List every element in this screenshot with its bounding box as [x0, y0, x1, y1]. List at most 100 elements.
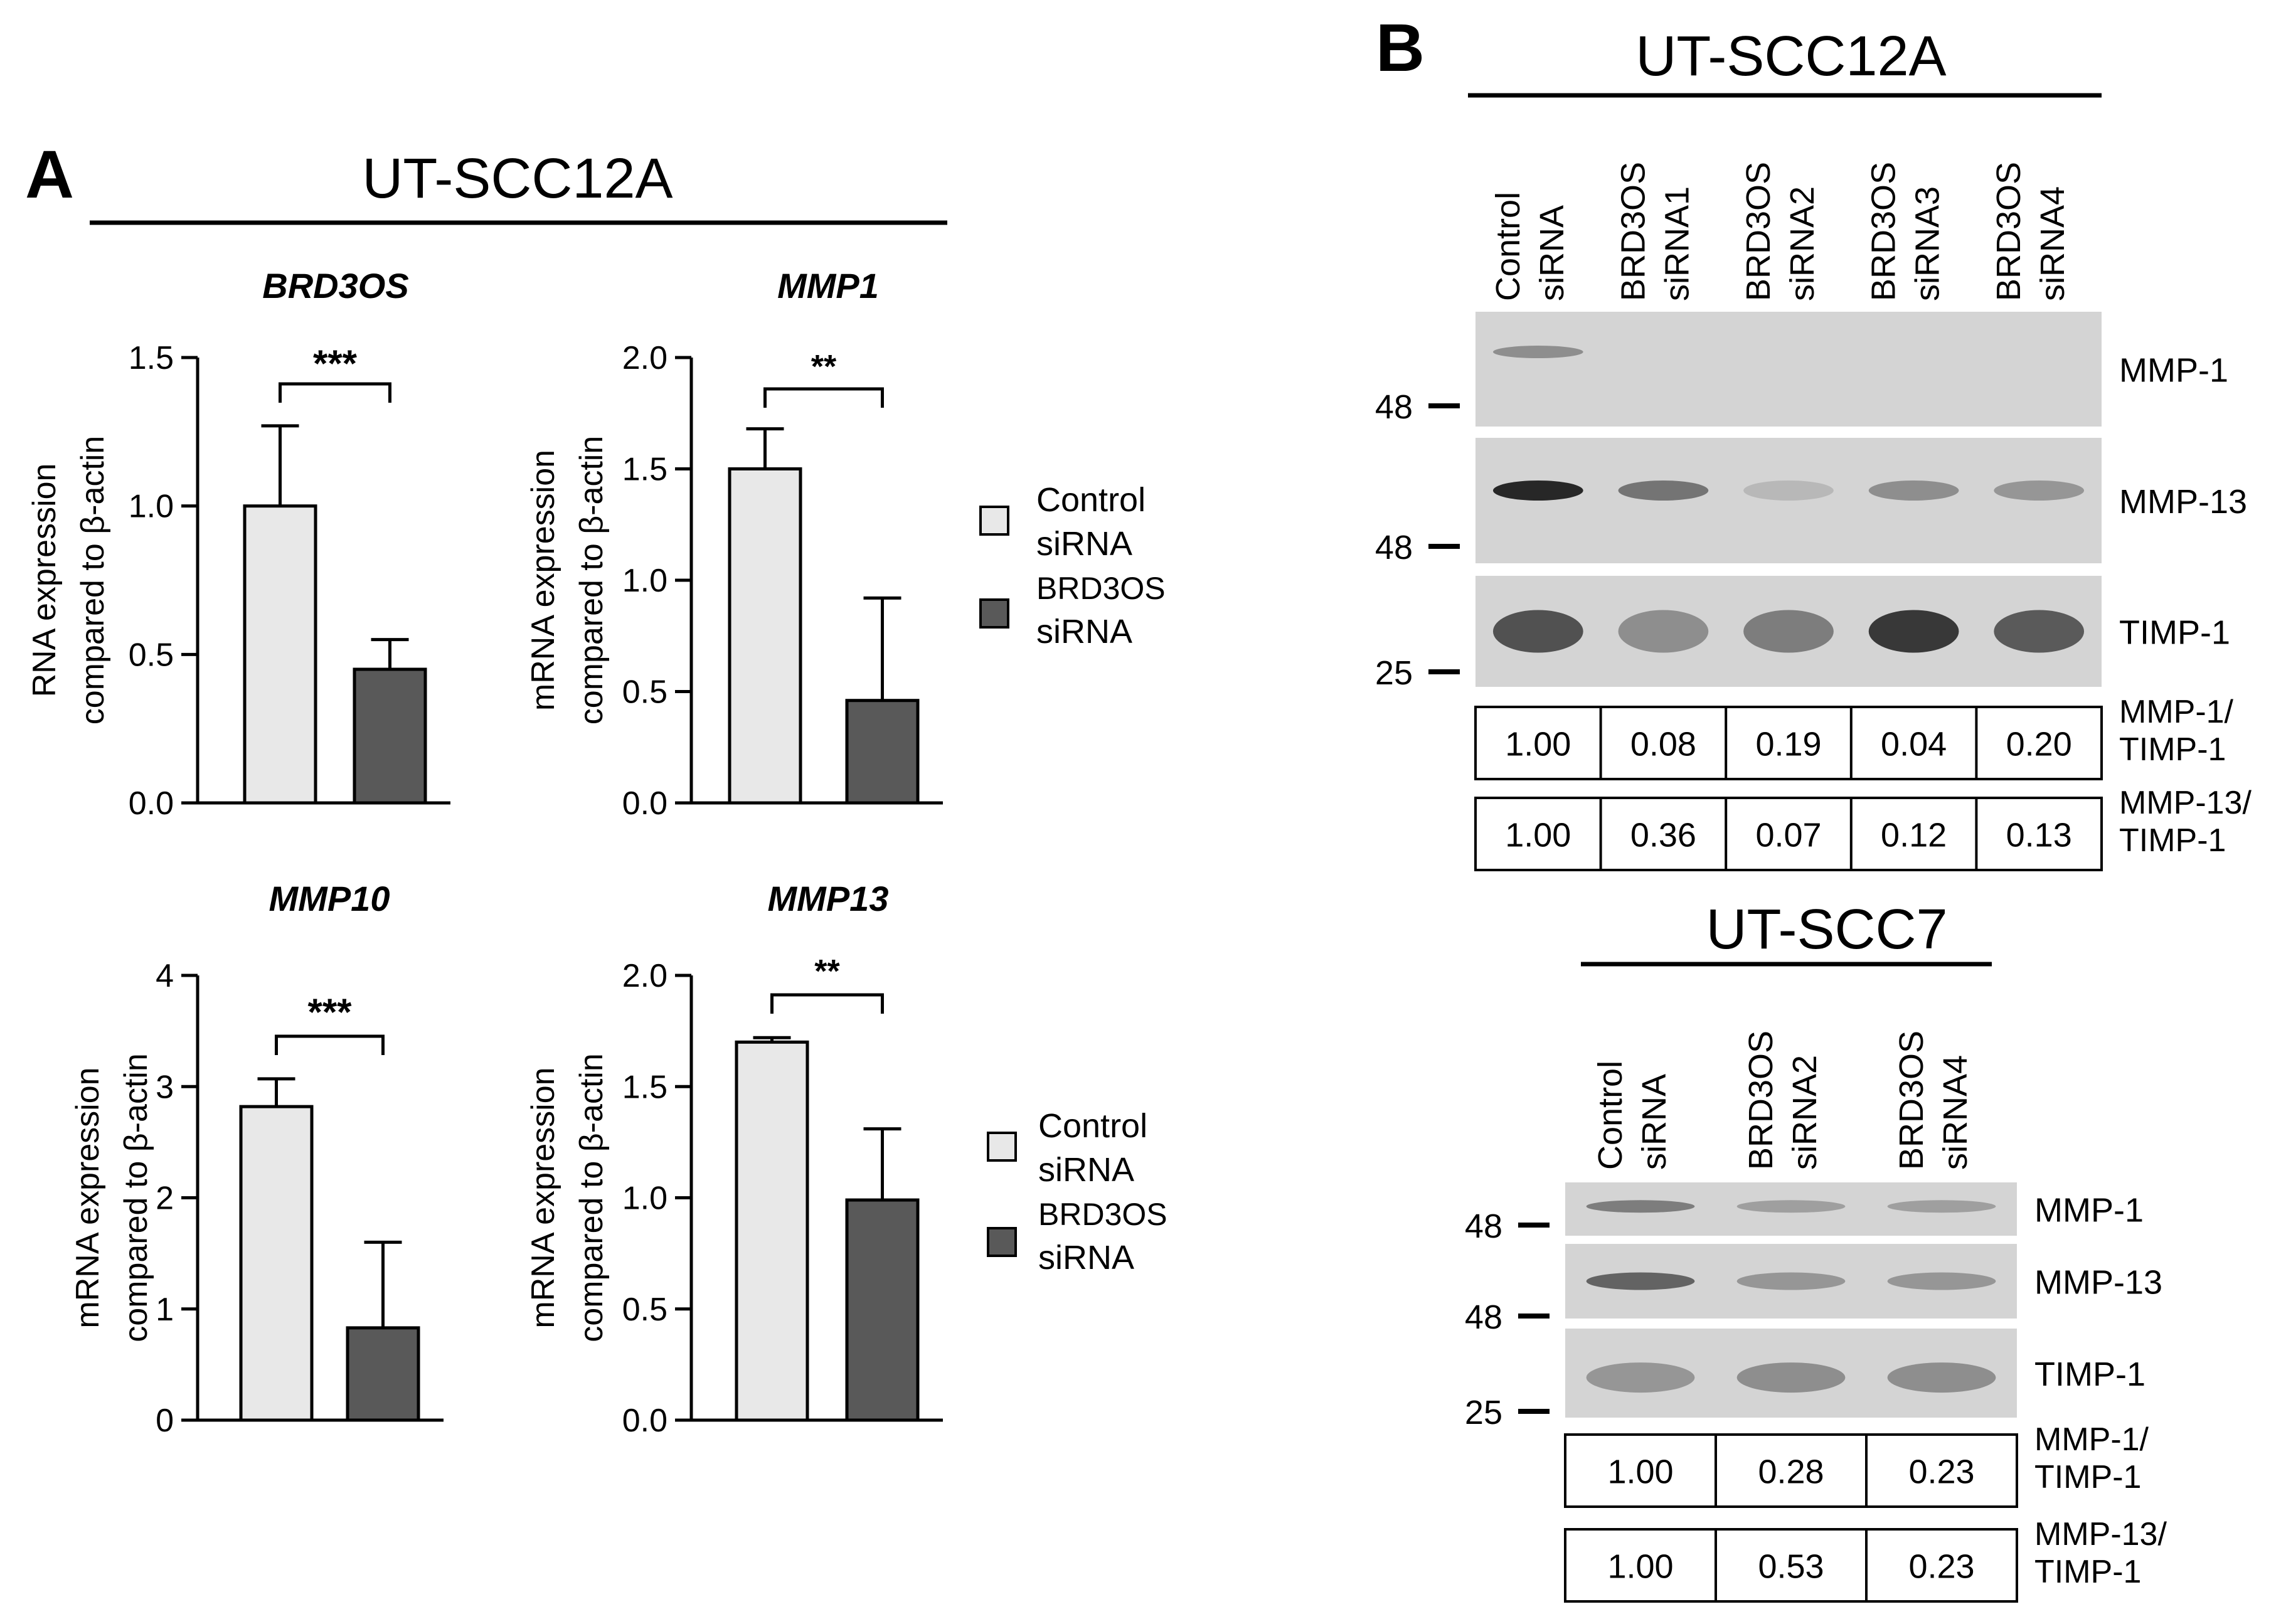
- ratio-value: 0.12: [1881, 817, 1947, 854]
- legend-label-knockdown-line1: BRD3OS: [1038, 1197, 1167, 1232]
- band: [1492, 480, 1583, 501]
- y-axis-label: compared to β-actin: [75, 436, 111, 725]
- legend-label-control-line1: Control: [1036, 481, 1146, 519]
- chart-title: MMP1: [777, 266, 879, 305]
- lane-label: BRD3OS: [1740, 162, 1777, 301]
- band: [1887, 1200, 1996, 1213]
- significance-stars: **: [814, 953, 840, 990]
- legend-swatch-knockdown: [987, 1227, 1017, 1257]
- protein-label: TIMP-1: [2034, 1356, 2145, 1393]
- mw-marker-label: 25: [1465, 1394, 1502, 1431]
- band: [1887, 1362, 1996, 1393]
- y-axis-label: RNA expression: [26, 464, 63, 698]
- legend-top: Control siRNA BRD3OS siRNA: [979, 481, 1166, 650]
- band: [1994, 480, 2085, 501]
- protein-label: MMP-13: [2119, 483, 2247, 521]
- lane-label: BRD3OS: [1865, 162, 1903, 301]
- y-axis-label: compared to β-actin: [118, 1053, 154, 1342]
- bar-chart-mmp10: MMP10 0 1 2 3 4 mRNA expression compared to β-a…: [70, 879, 444, 1439]
- bar-control: [239, 1105, 314, 1422]
- band: [1736, 1200, 1846, 1213]
- y-tick-label: 0.0: [622, 785, 667, 822]
- y-tick-label: 1.5: [622, 1069, 667, 1105]
- bar-chart-mmp13: MMP13 0.0 0.5 1.0 1.5 2.0 mRNA expression compa…: [525, 879, 943, 1439]
- legend-swatch-control: [987, 1132, 1017, 1162]
- legend-bottom: Control siRNA BRD3OS siRNA: [987, 1107, 1167, 1276]
- ratio-value: 0.19: [1755, 726, 1821, 763]
- lane-label: BRD3OS: [1990, 162, 2028, 301]
- y-tick-label: 0.5: [129, 637, 174, 673]
- ratio-row-label: TIMP-1: [2034, 1459, 2141, 1495]
- band: [1743, 610, 1834, 653]
- y-axis-label: mRNA expression: [525, 450, 561, 711]
- ratio-value: 1.00: [1607, 1453, 1673, 1491]
- y-tick-label: 1: [156, 1292, 174, 1328]
- lane-label: BRD3OS: [1614, 162, 1652, 301]
- legend-label-control-line2: siRNA: [1036, 525, 1132, 563]
- ratio-value: 1.00: [1505, 817, 1571, 854]
- band: [1994, 610, 2085, 653]
- lane-label: siRNA: [1635, 1074, 1673, 1170]
- lane-label: siRNA1: [1658, 186, 1696, 301]
- significance-stars: ***: [313, 342, 358, 385]
- lane-label: siRNA4: [2034, 186, 2071, 301]
- lane-label: BRD3OS: [1742, 1031, 1780, 1170]
- band: [1586, 1362, 1695, 1393]
- significance-bracket: [763, 387, 884, 408]
- bar-knockdown: [845, 699, 920, 805]
- y-axis-label: compared to β-actin: [573, 436, 610, 725]
- western-blots: Control siRNA BRD3OS siRNA1 BRD3OS siRNA2 BRD3…: [1375, 162, 2252, 1603]
- y-axis-label: compared to β-actin: [573, 1053, 610, 1342]
- y-tick-label: 2: [156, 1181, 174, 1217]
- y-tick-label: 0.5: [622, 1292, 667, 1328]
- band: [1492, 610, 1583, 653]
- lane-label: siRNA4: [1937, 1055, 1974, 1170]
- chart-title: MMP10: [269, 879, 390, 918]
- bar-control: [735, 1040, 809, 1422]
- ratio-value: 1.00: [1505, 726, 1571, 763]
- bar-knockdown: [353, 667, 427, 805]
- band: [1868, 610, 1959, 653]
- blot-12a-cell-line: UT-SCC12A: [1635, 25, 1946, 88]
- legend-label-knockdown-line2: siRNA: [1036, 613, 1132, 650]
- ratio-value: 1.00: [1607, 1548, 1673, 1586]
- y-tick-label: 0.5: [622, 674, 667, 711]
- lane-label: siRNA2: [1784, 186, 1821, 301]
- y-tick-label: 0.0: [622, 1403, 667, 1439]
- lane-label: Control: [1489, 192, 1527, 301]
- ratio-value: 0.07: [1755, 817, 1821, 854]
- chart-title: MMP13: [768, 879, 889, 918]
- ratio-value: 0.23: [1908, 1453, 1974, 1491]
- y-tick-label: 2.0: [622, 340, 667, 376]
- blot-ut-scc12a: Control siRNA BRD3OS siRNA1 BRD3OS siRNA2 BRD3…: [1375, 162, 2252, 871]
- ratio-row-label: MMP-1/: [2034, 1421, 2149, 1458]
- lane-label: Control: [1592, 1061, 1629, 1170]
- y-axis-label: mRNA expression: [70, 1067, 106, 1328]
- blot-7-cell-line: UT-SCC7: [1706, 898, 1947, 961]
- significance-bracket: [279, 382, 391, 403]
- ratio-row-label: TIMP-1: [2119, 822, 2226, 859]
- band: [1868, 480, 1959, 501]
- lane-label: siRNA2: [1786, 1055, 1824, 1170]
- y-tick-label: 0: [156, 1403, 174, 1439]
- ratio-value: 0.20: [2006, 726, 2072, 763]
- band: [1736, 1362, 1846, 1393]
- y-tick-label: 1.0: [129, 489, 174, 525]
- legend-label-control-line2: siRNA: [1038, 1151, 1134, 1189]
- significance-bracket: [770, 993, 884, 1014]
- legend-swatch-knockdown: [979, 598, 1009, 629]
- bar-charts: BRD3OS 0.0 0.5 1.0 1.5 RNA expression compared…: [26, 266, 943, 1439]
- legend-label-control-line1: Control: [1038, 1107, 1147, 1145]
- mw-marker-label: 48: [1465, 1207, 1502, 1245]
- ratio-table: [1474, 706, 2103, 780]
- ratio-table: [1564, 1433, 2018, 1508]
- chart-title: BRD3OS: [262, 266, 408, 305]
- mw-marker-label: 25: [1375, 654, 1413, 692]
- y-tick-label: 4: [156, 958, 174, 994]
- y-tick-label: 0.0: [129, 785, 174, 822]
- y-tick-label: 2.0: [622, 958, 667, 994]
- ratio-value: 0.13: [2006, 817, 2072, 854]
- ratio-row-label: MMP-1/: [2119, 694, 2234, 730]
- ratio-table: [1564, 1528, 2018, 1603]
